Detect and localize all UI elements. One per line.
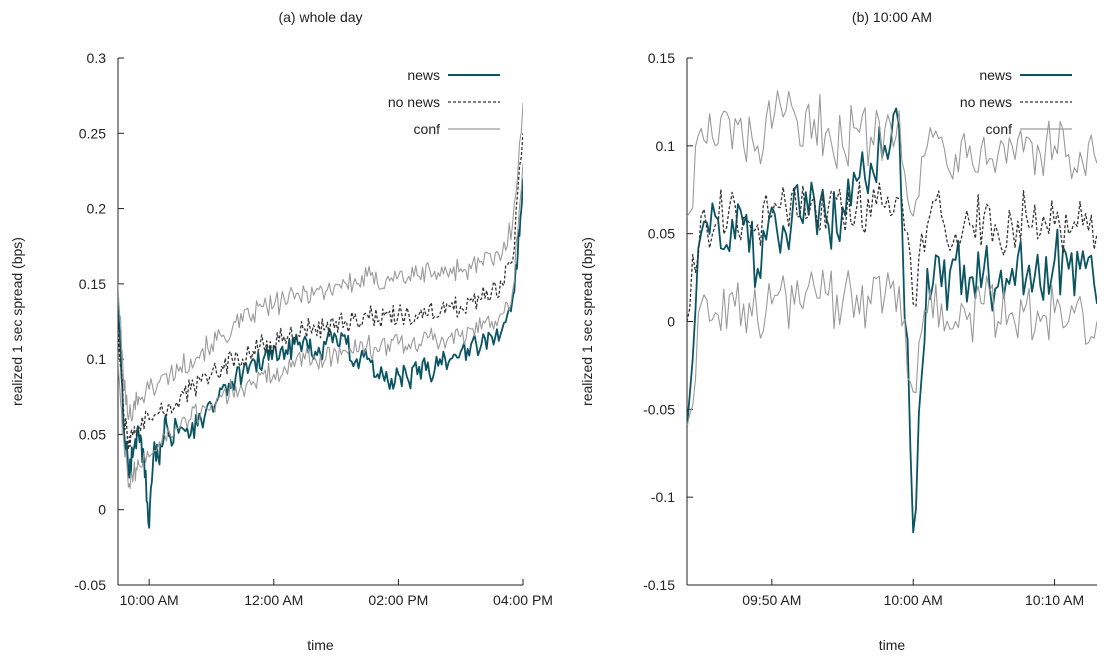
- a-y-tick-label: 0: [98, 502, 106, 518]
- b-chart-title: (b) 10:00 AM: [852, 9, 932, 25]
- b-x-tick-label: 10:10 AM: [1025, 592, 1084, 608]
- a-legend-label-no-news: no news: [388, 94, 440, 110]
- a-y-tick-label: -0.05: [74, 577, 106, 593]
- b-y-tick-label: 0: [667, 314, 675, 330]
- panel-b-10am: (b) 10:00 AM -0.15 -0.1 -0.05 0 0.05 0.1 0.15 09…: [579, 9, 1097, 653]
- b-legend-label-conf: conf: [986, 121, 1013, 137]
- a-legend-label-news: news: [407, 67, 440, 83]
- a-y-tick-label: 0.05: [79, 426, 106, 442]
- b-x-axis-title: time: [879, 637, 906, 653]
- a-y-tick-label: 0.15: [79, 276, 106, 292]
- a-y-tick-label: 0.2: [87, 201, 107, 217]
- a-x-tick-label: 04:00 PM: [493, 592, 553, 608]
- b-y-tick-label: 0.05: [648, 226, 675, 242]
- b-legend-label-no-news: no news: [960, 94, 1012, 110]
- a-y-tick-label: 0.25: [79, 125, 106, 141]
- b-x-tick-label: 09:50 AM: [742, 592, 801, 608]
- a-x-tick-label: 02:00 PM: [368, 592, 428, 608]
- b-legend: news no news conf: [960, 67, 1072, 137]
- a-x-tick-label: 10:00 AM: [120, 592, 179, 608]
- a-y-tick-label: 0.1: [87, 351, 107, 367]
- a-series-conf-lower-line: [118, 163, 523, 490]
- a-legend-label-conf: conf: [414, 121, 441, 137]
- a-legend: news no news conf: [388, 67, 500, 137]
- a-y-tick-label: 0.3: [87, 50, 107, 66]
- a-plot-area: [118, 103, 523, 529]
- b-y-tick-label: 0.15: [648, 50, 675, 66]
- panel-a-whole-day: (a) whole day -0.05 0 0.05 0.1 0.15 0.2 0.25 0.3…: [9, 9, 553, 653]
- b-series-news-line: [687, 107, 1097, 534]
- a-x-axis-title: time: [307, 637, 334, 653]
- a-series-conf-upper-line: [118, 103, 523, 422]
- a-series-news-line: [118, 178, 523, 529]
- a-x-tick-label: 12:00 AM: [244, 592, 303, 608]
- a-series-no-news-line: [118, 133, 523, 451]
- b-y-tick-label: -0.1: [651, 489, 675, 505]
- b-x-tick-label: 10:00 AM: [884, 592, 943, 608]
- b-y-tick-label: -0.15: [643, 577, 675, 593]
- b-plot-area: [687, 90, 1097, 534]
- a-chart-title: (a) whole day: [278, 9, 362, 25]
- b-y-axis-title: realized 1 sec spread (bps): [579, 237, 595, 406]
- b-series-no-news-line: [687, 181, 1097, 322]
- b-y-tick-label: -0.05: [643, 401, 675, 417]
- b-legend-label-news: news: [979, 67, 1012, 83]
- b-y-tick-label: 0.1: [656, 138, 676, 154]
- b-series-conf-upper-line: [687, 90, 1097, 217]
- a-y-axis-title: realized 1 sec spread (bps): [9, 237, 25, 406]
- b-series-conf-lower-line: [687, 269, 1097, 428]
